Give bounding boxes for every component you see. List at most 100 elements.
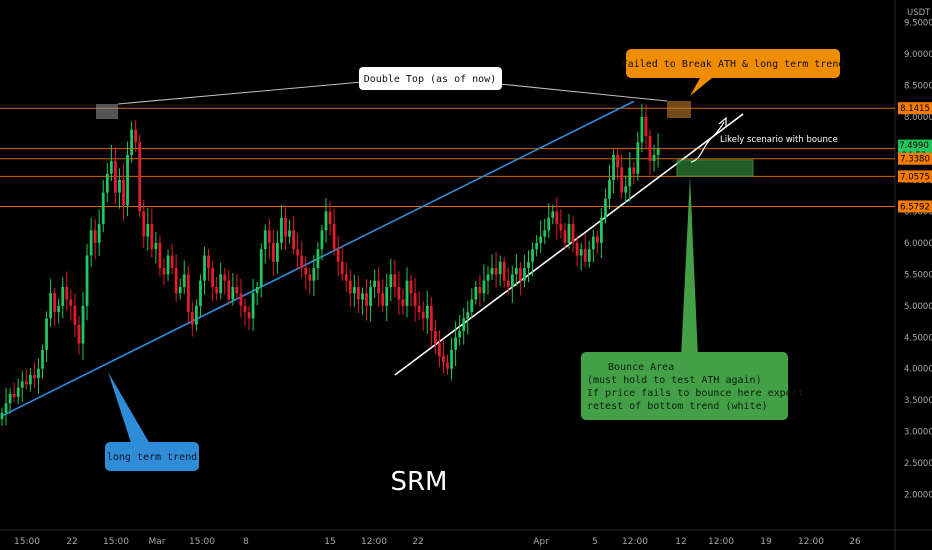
candle-body — [640, 117, 644, 143]
candle-body — [304, 268, 308, 275]
candle-body — [429, 305, 433, 331]
candle-body — [223, 274, 227, 281]
candle-body — [33, 375, 36, 379]
candle-body — [77, 324, 81, 344]
y-tick-label: 2.5000 — [904, 459, 932, 469]
long-term-trend-text: long term trend — [107, 452, 197, 463]
x-tick-label: 15 — [324, 537, 335, 547]
candle-body — [340, 261, 344, 275]
candle-body — [616, 154, 619, 168]
candle-body — [162, 268, 166, 275]
bounce-area-text: (must hold to test ATH again) — [587, 375, 762, 386]
candle-body — [498, 261, 502, 275]
candle-body — [583, 249, 587, 262]
double-top-box-left — [96, 104, 118, 119]
candle-body — [531, 249, 534, 262]
candle-body — [211, 268, 214, 287]
x-tick-label: 26 — [849, 537, 861, 547]
x-tick-label: 22 — [412, 537, 423, 547]
x-tick-label: 12:00 — [798, 537, 824, 547]
candle-body — [608, 180, 611, 199]
candle-body — [450, 349, 453, 369]
candle-body — [324, 211, 328, 231]
candle-body — [527, 261, 530, 269]
candle-body — [656, 148, 660, 155]
candle-body — [89, 230, 93, 256]
candle-body — [442, 356, 445, 363]
candle-body — [490, 268, 494, 275]
failed-ath-pointer — [690, 78, 712, 96]
candle-body — [276, 242, 279, 262]
candle-body — [259, 249, 263, 287]
candle-body — [146, 224, 150, 237]
candle-body — [0, 412, 4, 420]
bounce-area-text: Bounce Area — [608, 362, 674, 373]
candle-body — [101, 192, 105, 225]
x-tick-label: 19 — [760, 537, 772, 547]
y-tick-label: 6.0000 — [904, 239, 932, 249]
symbol-watermark: SRM — [390, 467, 447, 497]
x-tick-label: 15:00 — [189, 537, 215, 547]
x-tick-label: 12:00 — [361, 537, 387, 547]
candle-body — [190, 312, 194, 325]
candle-body — [514, 268, 518, 275]
candle-body — [41, 349, 44, 369]
candle-body — [365, 293, 368, 306]
failed-ath-callout-box — [626, 49, 840, 78]
candle-body — [357, 286, 360, 300]
double-top-callout-box — [359, 67, 502, 90]
bounce-area-callout-box — [581, 352, 788, 420]
candle-body — [85, 255, 89, 306]
price-level-label: 7.3380 — [900, 155, 930, 165]
candle-body — [186, 274, 190, 313]
candle-body — [563, 230, 567, 243]
candle-body — [288, 230, 291, 237]
candle-body — [591, 236, 595, 250]
candle-body — [8, 393, 12, 404]
candle-body — [182, 274, 186, 287]
candle-body — [454, 337, 457, 350]
x-tick-label: Mar — [149, 537, 166, 547]
candle-body — [547, 217, 551, 231]
candle-body — [510, 274, 514, 287]
candle-body — [61, 286, 65, 306]
x-tick-label: 5 — [592, 537, 598, 547]
candle-body — [154, 242, 158, 250]
y-tick-label: 3.0000 — [904, 428, 932, 438]
candle-body — [207, 255, 210, 269]
candle-body — [308, 274, 312, 281]
candle-body — [97, 224, 101, 243]
candle-body — [235, 286, 239, 294]
candle-body — [405, 280, 409, 306]
current-price-value: 7.4990 — [899, 141, 929, 151]
candle-body — [320, 230, 324, 250]
y-tick-label: 9.5000 — [904, 19, 932, 29]
candle-body — [251, 293, 255, 319]
candle-body — [12, 393, 16, 398]
x-tick-label: 15:00 — [103, 537, 129, 547]
price-level-label: 6.5792 — [900, 202, 930, 212]
candle-body — [73, 305, 77, 325]
candle-body — [239, 293, 243, 306]
candle-body — [401, 299, 405, 306]
candle-body — [174, 268, 178, 294]
candle-body — [352, 286, 356, 294]
candle-body — [263, 230, 267, 250]
price-level-label: 8.1415 — [900, 104, 930, 114]
candle-body — [421, 312, 425, 319]
candle-body — [49, 293, 52, 319]
candle-body — [284, 217, 287, 237]
scenario-label: Likely scenario with bounce — [720, 135, 838, 145]
candle-body — [300, 255, 304, 269]
double-top-pointer — [117, 81, 363, 105]
x-tick-label: 15:00 — [14, 537, 40, 547]
candle-body — [142, 211, 146, 237]
price-level-badge — [898, 152, 932, 165]
candle-body — [255, 286, 259, 294]
candle-body — [24, 381, 28, 385]
price-level-badge — [898, 200, 932, 213]
y-tick-label: 4.0000 — [904, 365, 932, 375]
candle-body — [433, 330, 437, 344]
candle-body — [16, 387, 20, 398]
